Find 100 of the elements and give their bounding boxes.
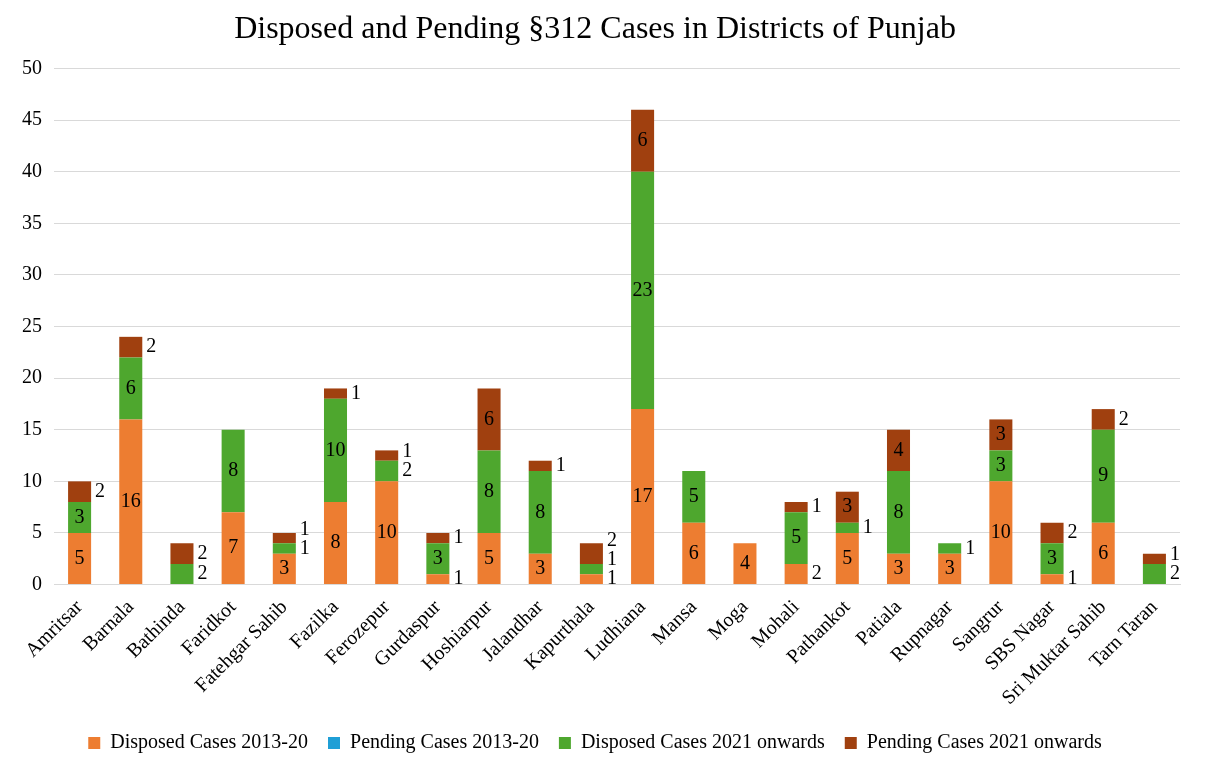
y-tick-label: 20: [22, 365, 42, 388]
data-label: 23: [632, 277, 653, 300]
data-label: 9: [1098, 463, 1109, 486]
bar: [579, 574, 603, 585]
y-tick-label: 35: [22, 210, 42, 233]
data-label: 5: [791, 525, 802, 548]
data-label: 1: [862, 515, 873, 538]
bar: [477, 450, 501, 533]
bar: [528, 471, 552, 554]
data-label: 2: [95, 478, 106, 501]
data-label: 3: [1047, 546, 1058, 569]
bar: [938, 543, 962, 554]
data-label: 2: [146, 334, 157, 357]
data-label: 2: [1118, 406, 1129, 429]
data-label: 3: [535, 556, 546, 579]
data-label: 6: [1098, 540, 1109, 563]
bar: [1142, 563, 1166, 585]
data-label: 10: [990, 519, 1011, 542]
data-label: 6: [125, 375, 136, 398]
bar: [886, 471, 911, 554]
data-label: 8: [535, 499, 546, 522]
data-label: 8: [228, 458, 239, 481]
bar: [631, 409, 655, 585]
data-label: 8: [893, 499, 904, 522]
y-tick-label: 10: [22, 468, 42, 491]
data-label: 5: [74, 545, 85, 568]
bar: [784, 512, 808, 564]
data-label: 5: [842, 545, 853, 568]
bar: [375, 481, 399, 585]
bar: [835, 491, 859, 523]
data-label: 5: [484, 545, 495, 568]
bar: [1142, 553, 1166, 564]
data-label: 1: [1067, 566, 1078, 589]
bar: [835, 522, 859, 533]
bar: [784, 502, 808, 513]
data-label: 6: [484, 406, 495, 429]
data-label: 3: [74, 504, 85, 527]
bar: [272, 532, 296, 544]
bar: [426, 532, 450, 544]
y-tick-label: 45: [22, 107, 42, 130]
bar: [1091, 409, 1115, 430]
y-tick-label: 5: [32, 520, 42, 543]
bar: [579, 543, 603, 564]
data-label: 2: [197, 561, 208, 584]
data-label: 1: [965, 535, 976, 558]
bar: [323, 388, 348, 399]
bar: [989, 450, 1013, 482]
data-label: 17: [632, 483, 653, 506]
data-label: 6: [688, 540, 699, 563]
data-label: 3: [432, 546, 443, 569]
data-label: 1: [811, 494, 822, 517]
data-label: 8: [330, 530, 341, 553]
bar: [1091, 522, 1115, 585]
data-label: 3: [279, 556, 290, 579]
bar: [989, 481, 1013, 585]
bar: [1040, 543, 1064, 575]
chart-title: Disposed and Pending §312 Cases in Districts of Punjab: [234, 8, 956, 45]
bar: [426, 543, 450, 575]
y-tick-label: 15: [22, 417, 42, 439]
legend-label: Pending Cases 2013-20: [350, 730, 539, 754]
bar: [119, 419, 143, 585]
bar: [579, 563, 603, 575]
bar: [221, 429, 245, 513]
data-label: 7: [228, 535, 239, 558]
data-label: 3: [995, 453, 1006, 476]
bar: [426, 574, 450, 585]
bar: [170, 563, 194, 585]
legend-label: Disposed Cases 2021 onwards: [580, 730, 825, 754]
data-label: 3: [893, 556, 904, 579]
bar: [68, 502, 92, 533]
bar: [682, 522, 706, 585]
bar: [375, 460, 399, 482]
data-label: 1: [453, 566, 464, 589]
legend-label: Disposed Cases 2013-20: [110, 730, 309, 754]
bar: [477, 532, 501, 585]
bar: [170, 543, 194, 564]
bar: [733, 543, 757, 585]
bar: [631, 109, 655, 172]
legend-label: Pending Cases 2021 onwards: [866, 730, 1102, 754]
data-label: 16: [120, 489, 141, 512]
y-tick-label: 25: [22, 313, 42, 336]
bar: [221, 512, 245, 585]
data-label: 3: [995, 422, 1006, 445]
bar: [323, 398, 348, 503]
data-label: 6: [637, 127, 648, 150]
bar: [477, 388, 501, 451]
bar: [886, 429, 911, 472]
bar: [68, 532, 92, 585]
data-label: 1: [453, 525, 464, 548]
data-label: 2: [197, 540, 208, 563]
data-label: 2: [1067, 520, 1078, 543]
y-tick-label: 0: [32, 571, 42, 594]
bar: [682, 471, 706, 523]
data-label: 1: [555, 453, 566, 476]
bar: [835, 532, 859, 585]
data-label: 5: [688, 484, 699, 507]
bar: [1040, 574, 1064, 585]
data-label: 3: [944, 556, 955, 579]
bar: [784, 563, 808, 585]
data-label: 3: [842, 494, 853, 517]
